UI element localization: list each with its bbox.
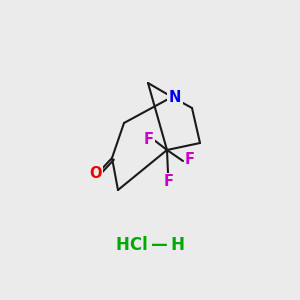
Text: F: F xyxy=(185,152,195,167)
Text: F: F xyxy=(144,131,154,146)
Text: N: N xyxy=(169,89,181,104)
Text: F: F xyxy=(164,173,174,188)
Text: HCl — H: HCl — H xyxy=(116,236,184,254)
Text: O: O xyxy=(89,166,101,181)
